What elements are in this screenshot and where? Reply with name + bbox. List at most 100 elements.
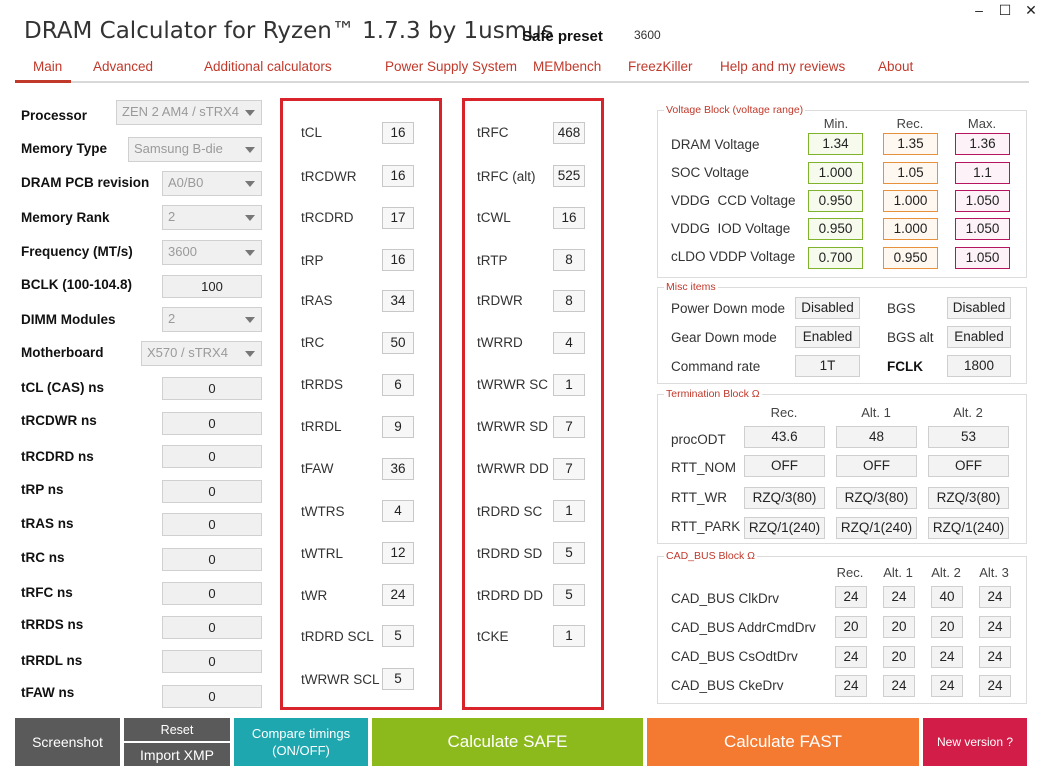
rtt-wr-rec[interactable]: RZQ/3(80) <box>744 487 825 509</box>
timing-value[interactable]: 7 <box>553 416 585 438</box>
tab-additional-calculators[interactable]: Additional calculators <box>204 59 332 74</box>
cadbus-csodtdrv-rec[interactable]: 24 <box>835 646 867 668</box>
timing-value[interactable]: 16 <box>382 165 414 187</box>
import-xmp-button[interactable]: Import XMP <box>124 743 230 766</box>
tab-power-supply-system[interactable]: Power Supply System <box>385 59 518 74</box>
tab-about[interactable]: About <box>878 59 914 74</box>
timing-value[interactable]: 4 <box>382 500 414 522</box>
timing-value[interactable]: 1 <box>553 374 585 396</box>
cadbus-addrcmddrv-rec[interactable]: 20 <box>835 616 867 638</box>
timing-value[interactable]: 8 <box>553 290 585 312</box>
dimm-modules-select[interactable]: 2 <box>162 307 262 332</box>
rtt-wr-alt2[interactable]: RZQ/3(80) <box>928 487 1009 509</box>
fclk-value[interactable]: 1800 <box>947 355 1011 377</box>
timing-value[interactable]: 16 <box>382 122 414 144</box>
trrdl-ns-input[interactable]: 0 <box>162 650 262 673</box>
new-version-button[interactable]: New version ? <box>923 718 1027 766</box>
cadbus-ckedrv-alt1[interactable]: 24 <box>883 675 915 697</box>
trcdwr-ns-input[interactable]: 0 <box>162 412 262 435</box>
timing-value[interactable]: 16 <box>553 207 585 229</box>
trrds-ns-input[interactable]: 0 <box>162 616 262 639</box>
cadbus-clkdrv-alt2[interactable]: 40 <box>931 586 963 608</box>
timing-value[interactable]: 4 <box>553 332 585 354</box>
rtt-nom-alt1[interactable]: OFF <box>836 455 917 477</box>
timing-value[interactable]: 16 <box>382 249 414 271</box>
cadbus-csodtdrv-alt2[interactable]: 24 <box>931 646 963 668</box>
vddg-ccd-voltage-max[interactable]: 1.050 <box>955 190 1010 212</box>
timing-value[interactable]: 36 <box>382 458 414 480</box>
reset-button[interactable]: Reset <box>124 718 230 741</box>
timing-value[interactable]: 525 <box>553 165 585 187</box>
command-rate-value[interactable]: 1T <box>795 355 860 377</box>
motherboard-select[interactable]: X570 / sTRX4 <box>141 341 262 366</box>
close-button[interactable]: ✕ <box>1025 2 1037 18</box>
procodt-rec[interactable]: 43.6 <box>744 426 825 448</box>
cadbus-addrcmddrv-alt3[interactable]: 24 <box>979 616 1011 638</box>
cldo-vddp-voltage-min[interactable]: 0.700 <box>808 247 863 269</box>
timing-value[interactable]: 24 <box>382 584 414 606</box>
dram-voltage-rec[interactable]: 1.35 <box>883 133 938 155</box>
timing-value[interactable]: 9 <box>382 416 414 438</box>
tab-help-and-reviews[interactable]: Help and my reviews <box>720 59 846 74</box>
cadbus-clkdrv-alt1[interactable]: 24 <box>883 586 915 608</box>
processor-select[interactable]: ZEN 2 AM4 / sTRX4 <box>116 100 262 125</box>
timing-value[interactable]: 34 <box>382 290 414 312</box>
tab-freezkiller[interactable]: FreezKiller <box>628 59 693 74</box>
timing-value[interactable]: 17 <box>382 207 414 229</box>
memory-type-select[interactable]: Samsung B-die <box>128 137 262 162</box>
trcdrd-ns-input[interactable]: 0 <box>162 445 262 468</box>
dram-voltage-min[interactable]: 1.34 <box>808 133 863 155</box>
timing-value[interactable]: 1 <box>553 500 585 522</box>
cadbus-csodtdrv-alt1[interactable]: 20 <box>883 646 915 668</box>
calculate-fast-button[interactable]: Calculate FAST <box>647 718 919 766</box>
maximize-button[interactable]: ☐ <box>998 2 1012 18</box>
dram-voltage-max[interactable]: 1.36 <box>955 133 1010 155</box>
soc-voltage-rec[interactable]: 1.05 <box>883 162 938 184</box>
cadbus-ckedrv-rec[interactable]: 24 <box>835 675 867 697</box>
timing-value[interactable]: 7 <box>553 458 585 480</box>
timing-value[interactable]: 1 <box>553 625 585 647</box>
soc-voltage-min[interactable]: 1.000 <box>808 162 863 184</box>
timing-value[interactable]: 5 <box>382 668 414 690</box>
vddg-ccd-voltage-rec[interactable]: 1.000 <box>883 190 938 212</box>
rtt-park-rec[interactable]: RZQ/1(240) <box>744 517 825 539</box>
tab-membench[interactable]: MEMbench <box>533 59 602 74</box>
timing-value[interactable]: 468 <box>553 122 585 144</box>
tcl-ns-input[interactable]: 0 <box>162 377 262 400</box>
rtt-wr-alt1[interactable]: RZQ/3(80) <box>836 487 917 509</box>
tab-advanced[interactable]: Advanced <box>93 59 154 74</box>
cadbus-clkdrv-rec[interactable]: 24 <box>835 586 867 608</box>
bgs-value[interactable]: Disabled <box>947 297 1011 319</box>
vddg-iod-voltage-min[interactable]: 0.950 <box>808 218 863 240</box>
timing-value[interactable]: 6 <box>382 374 414 396</box>
cldo-vddp-voltage-rec[interactable]: 0.950 <box>883 247 938 269</box>
calculate-safe-button[interactable]: Calculate SAFE <box>372 718 643 766</box>
procodt-alt1[interactable]: 48 <box>836 426 917 448</box>
trfc-ns-input[interactable]: 0 <box>162 582 262 605</box>
minimize-button[interactable]: – <box>975 2 983 18</box>
timing-value[interactable]: 5 <box>553 542 585 564</box>
trc-ns-input[interactable]: 0 <box>162 548 262 571</box>
timing-value[interactable]: 50 <box>382 332 414 354</box>
timing-value[interactable]: 8 <box>553 249 585 271</box>
tab-main[interactable]: Main <box>33 59 63 74</box>
compare-timings-button[interactable]: Compare timings (ON/OFF) <box>234 718 368 766</box>
cadbus-addrcmddrv-alt2[interactable]: 20 <box>931 616 963 638</box>
frequency-select[interactable]: 3600 <box>162 240 262 265</box>
bclk-input[interactable]: 100 <box>162 275 262 298</box>
gear-down-mode-value[interactable]: Enabled <box>795 326 860 348</box>
trp-ns-input[interactable]: 0 <box>162 480 262 503</box>
vddg-iod-voltage-rec[interactable]: 1.000 <box>883 218 938 240</box>
timing-value[interactable]: 12 <box>382 542 414 564</box>
cadbus-ckedrv-alt3[interactable]: 24 <box>979 675 1011 697</box>
tras-ns-input[interactable]: 0 <box>162 513 262 536</box>
timing-value[interactable]: 5 <box>553 584 585 606</box>
cadbus-csodtdrv-alt3[interactable]: 24 <box>979 646 1011 668</box>
procodt-alt2[interactable]: 53 <box>928 426 1009 448</box>
memory-rank-select[interactable]: 2 <box>162 205 262 230</box>
rtt-nom-alt2[interactable]: OFF <box>928 455 1009 477</box>
vddg-iod-voltage-max[interactable]: 1.050 <box>955 218 1010 240</box>
rtt-park-alt1[interactable]: RZQ/1(240) <box>836 517 917 539</box>
power-down-mode-value[interactable]: Disabled <box>795 297 860 319</box>
cadbus-clkdrv-alt3[interactable]: 24 <box>979 586 1011 608</box>
